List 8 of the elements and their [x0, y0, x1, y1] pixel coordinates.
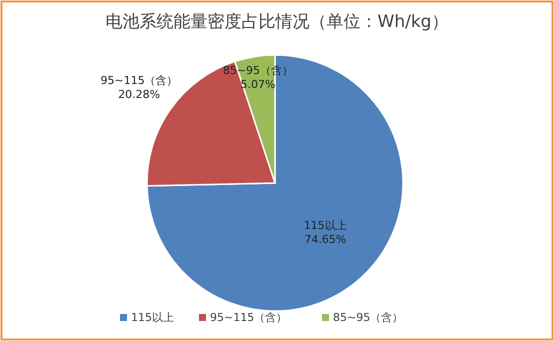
slice-label: 95~115（含）: [100, 74, 178, 87]
legend-label: 115以上: [131, 311, 174, 324]
data-label: 20.28%: [118, 88, 160, 101]
slice-label: 115以上: [304, 219, 347, 232]
chart-title: 电池系统能量密度占比情况（单位：Wh/kg）: [106, 12, 448, 32]
legend-label: 95~115（含）: [210, 311, 288, 324]
legend-label: 85~95（含）: [333, 311, 404, 324]
data-label: 74.65%: [304, 233, 346, 246]
